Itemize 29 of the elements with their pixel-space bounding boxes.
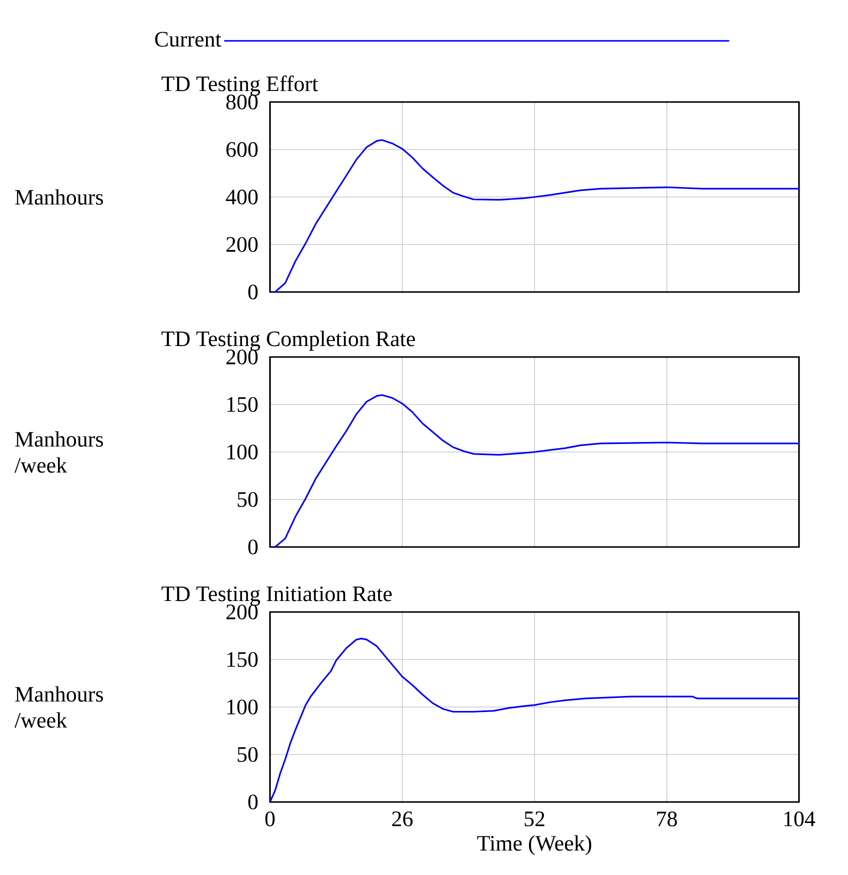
chart-title: TD Testing Initiation Rate bbox=[162, 586, 392, 606]
y-tick-label: 100 bbox=[227, 444, 258, 460]
y-axis-title: Manhours /week bbox=[14, 686, 103, 728]
y-tick-label: 0 bbox=[248, 794, 258, 810]
x-tick-label: 0 bbox=[265, 812, 275, 826]
y-tick-label: 200 bbox=[226, 237, 258, 252]
x-axis-title: Time (Week) bbox=[477, 835, 592, 856]
y-tick-label: 50 bbox=[238, 492, 258, 507]
y-tick-label: 400 bbox=[226, 190, 258, 204]
y-tick-label: 0 bbox=[248, 540, 258, 554]
chart-title: TD Testing Completion Rate bbox=[162, 330, 415, 351]
y-tick-label: 0 bbox=[248, 284, 258, 300]
y-tick-label: 200 bbox=[226, 350, 258, 364]
text: Current bbox=[155, 32, 222, 47]
y-tick-label: 150 bbox=[227, 397, 258, 412]
y-tick-label: 150 bbox=[227, 652, 258, 667]
x-tick-label: 104 bbox=[784, 812, 816, 826]
y-tick-label: 200 bbox=[226, 604, 258, 620]
y-axis-title: Manhours bbox=[15, 189, 103, 205]
y-axis-title: Manhours /week bbox=[14, 431, 103, 473]
line-series bbox=[270, 638, 799, 802]
x-tick-label: 52 bbox=[524, 812, 544, 826]
x-tick-label: 78 bbox=[657, 812, 677, 826]
y-tick-label: 100 bbox=[227, 700, 258, 714]
x-tick-label: 26 bbox=[392, 812, 413, 826]
chart-title: TD Testing Effort bbox=[162, 76, 318, 96]
y-tick-label: 800 bbox=[226, 94, 258, 110]
y-tick-label: 600 bbox=[226, 142, 258, 157]
y-tick-label: 50 bbox=[238, 747, 258, 762]
